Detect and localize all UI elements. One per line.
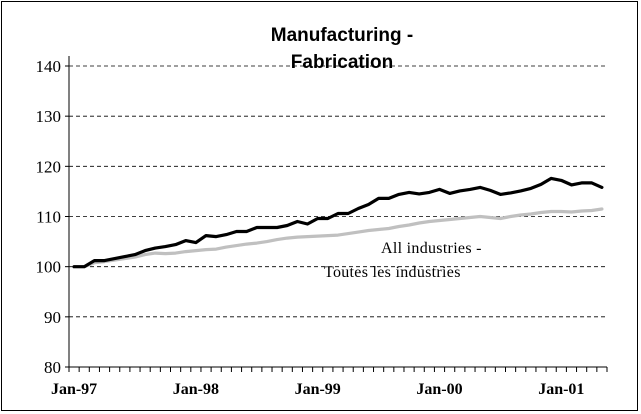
y-tick-label: 140 xyxy=(36,57,62,76)
x-tick-label: Jan-00 xyxy=(416,381,462,398)
y-tick-label: 130 xyxy=(36,107,62,126)
x-tick-label: Jan-97 xyxy=(51,381,97,398)
series-annotation-line1: All industries - xyxy=(381,240,482,257)
x-tick-label: Jan-01 xyxy=(538,381,584,398)
series-annotation-line2: Toutes les industries xyxy=(324,264,461,281)
chart-subtitle: Fabrication xyxy=(290,52,394,73)
y-tick-label: 80 xyxy=(44,358,61,377)
chart-title: Manufacturing - xyxy=(270,25,414,46)
y-tick-label: 110 xyxy=(36,208,61,227)
x-tick-label: Jan-98 xyxy=(173,381,219,398)
y-tick-label: 90 xyxy=(44,308,61,327)
y-tick-label: 100 xyxy=(36,258,62,277)
series-line-manufacturing xyxy=(72,176,604,269)
x-tick-label: Jan-99 xyxy=(295,381,341,398)
series-line-all-industries xyxy=(72,207,604,269)
y-tick-label: 120 xyxy=(36,157,62,176)
